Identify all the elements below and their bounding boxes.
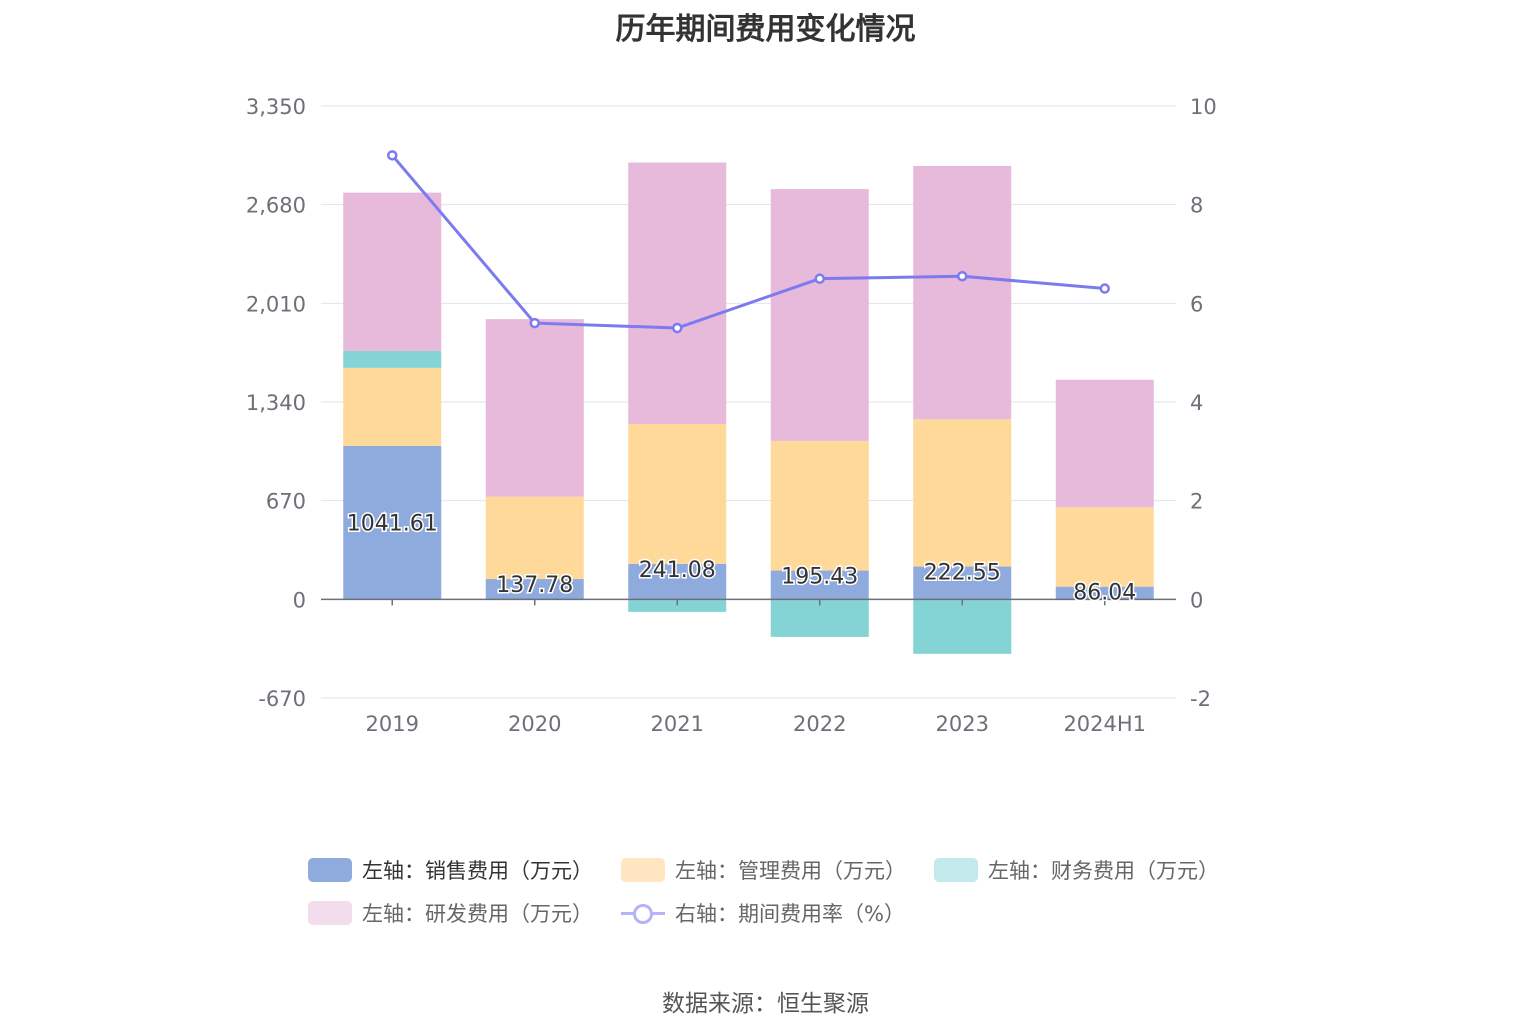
chart-area: 3,350 10 2,680 8 2,010 6 1,340 4 670 2 0 0 -670 -2 201…	[246, 95, 1217, 736]
legend-swatch-expense-rate	[621, 901, 665, 925]
expense-rate-point	[672, 322, 683, 334]
legend-label-sales: 左轴：销售费用（万元）	[362, 858, 593, 883]
legend-row-2: 左轴：研发费用（万元） 右轴：期间费用率（%）	[308, 891, 1258, 934]
y-left-tick-label: 2,010	[246, 292, 306, 316]
source-note: 数据来源：恒生聚源	[662, 991, 869, 1017]
bar-segment	[770, 440, 869, 571]
bar-segment	[913, 566, 1012, 600]
x-tick-label: 2019	[366, 712, 419, 736]
legend-label-finance: 左轴：财务费用（万元）	[988, 858, 1219, 883]
legend-label-admin: 左轴：管理费用（万元）	[675, 858, 906, 883]
legend-row-1: 左轴：销售费用（万元） 左轴：管理费用（万元） 左轴：财务费用（万元）	[308, 848, 1258, 891]
bar-segment	[770, 189, 869, 441]
bar-segment	[628, 599, 727, 612]
bar-segment	[770, 599, 869, 637]
bar-segment	[1055, 379, 1154, 508]
bar-segment	[1055, 507, 1154, 587]
y-left-tick-label: -670	[258, 687, 306, 711]
legend: 左轴：销售费用（万元） 左轴：管理费用（万元） 左轴：财务费用（万元） 左轴：研…	[308, 848, 1258, 934]
x-tick-label: 2020	[508, 712, 561, 736]
legend-swatch-finance	[934, 857, 978, 882]
bar-segment	[343, 350, 442, 368]
legend-swatch-sales	[308, 857, 352, 882]
legend-item-sales[interactable]: 左轴：销售费用（万元）	[308, 855, 593, 885]
x-tick-label: 2021	[651, 712, 704, 736]
bar-segment	[343, 445, 442, 600]
legend-item-rnd[interactable]: 左轴：研发费用（万元）	[308, 898, 593, 928]
legend-item-finance[interactable]: 左轴：财务费用（万元）	[934, 855, 1219, 885]
legend-item-admin[interactable]: 左轴：管理费用（万元）	[621, 855, 906, 885]
bar-segment	[628, 563, 727, 600]
legend-item-expense-rate[interactable]: 右轴：期间费用率（%）	[621, 898, 905, 928]
y-left-tick-label: 670	[266, 490, 306, 514]
y-right-tick-label: -2	[1190, 687, 1211, 711]
bar-segment	[343, 192, 442, 351]
bar-segment	[343, 367, 442, 446]
y-left-tick-label: 3,350	[246, 95, 306, 119]
data-label: 222.55	[924, 561, 1001, 586]
y-right-tick-label: 4	[1190, 391, 1203, 415]
x-tick-label: 2023	[936, 712, 989, 736]
y-right-tick-label: 8	[1190, 194, 1203, 218]
bar-segment	[485, 496, 584, 580]
y-left-tick-label: 0	[293, 588, 306, 612]
bar-segment	[628, 162, 727, 424]
bar-segment	[1055, 586, 1154, 600]
legend-label-rnd: 左轴：研发费用（万元）	[362, 901, 593, 926]
legend-swatch-rnd	[308, 900, 352, 925]
y-right-tick-label: 6	[1190, 292, 1203, 316]
legend-swatch-admin	[621, 857, 665, 882]
data-label: 195.43	[781, 565, 858, 590]
data-label: 86.04	[1073, 581, 1136, 606]
y-right-tick-label: 2	[1190, 490, 1203, 514]
expense-rate-point	[957, 270, 968, 282]
expense-rate-point	[1099, 283, 1110, 294]
data-label: 241.08	[639, 558, 716, 583]
expense-rate-point	[387, 150, 398, 161]
bar-segment	[628, 423, 727, 564]
bar-segment	[485, 319, 584, 497]
data-label: 1041.61	[347, 512, 438, 537]
y-left-tick-label: 1,340	[246, 391, 306, 415]
expense-rate-point	[529, 317, 540, 329]
expense-rate-line	[391, 154, 1105, 330]
bar-segment	[913, 419, 1012, 567]
expense-rate-point	[814, 273, 825, 284]
legend-label-expense-rate: 右轴：期间费用率（%）	[675, 901, 905, 926]
data-label: 137.78	[496, 573, 573, 598]
bar-segment	[770, 570, 869, 600]
chart-title: 历年期间费用变化情况	[615, 12, 916, 47]
bar-segment	[485, 579, 584, 600]
y-right-tick-label: 10	[1190, 95, 1217, 119]
bar-segment	[913, 166, 1012, 420]
y-right-tick-label: 0	[1190, 588, 1203, 612]
y-left-tick-label: 2,680	[246, 194, 306, 218]
x-tick-label: 2022	[793, 712, 846, 736]
bar-segment	[913, 599, 1012, 654]
x-tick-label: 2024H1	[1063, 712, 1146, 736]
